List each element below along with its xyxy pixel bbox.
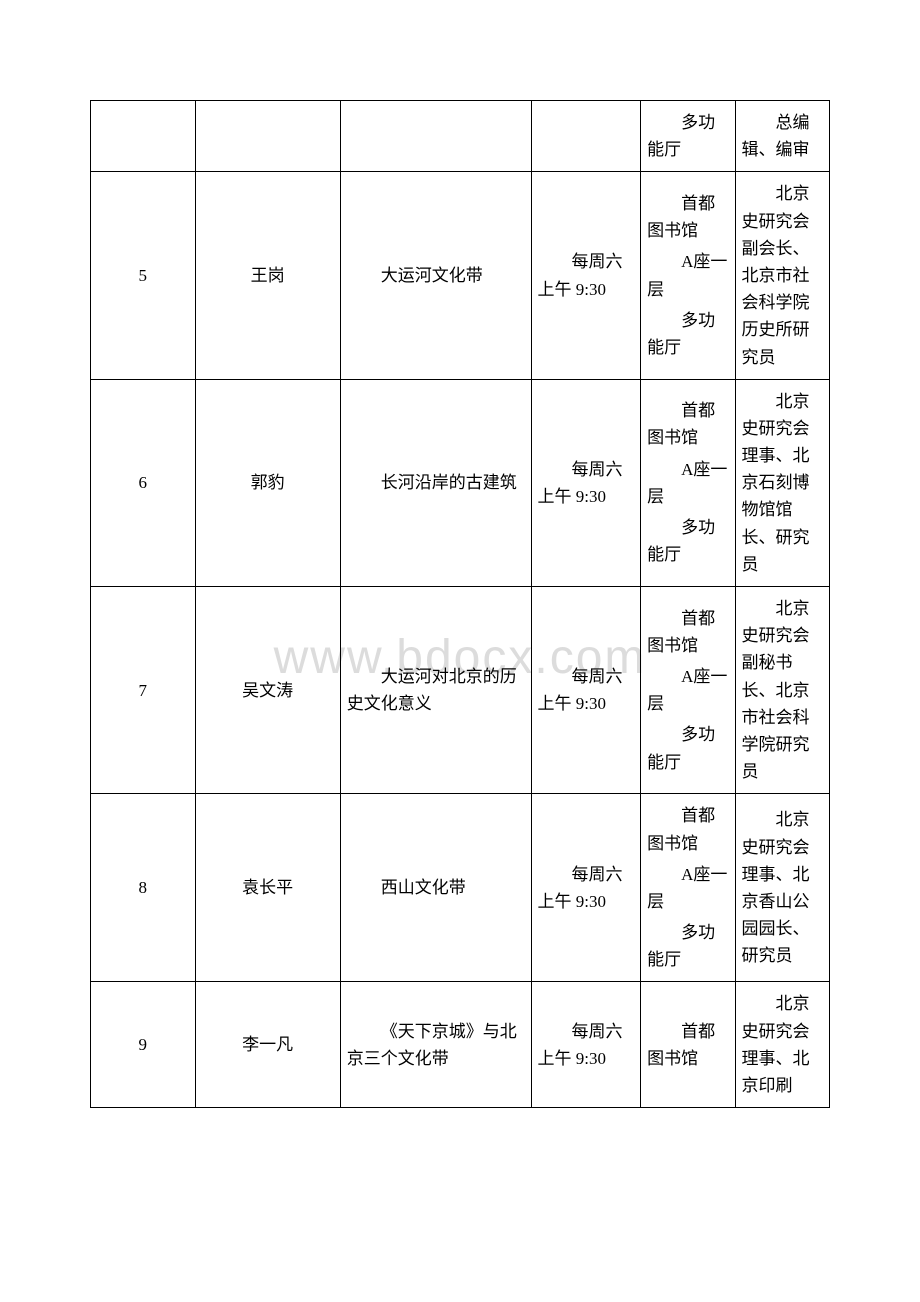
location-cell: 多功能厅 [641, 101, 735, 172]
time-cell: 每周六上午 9:30 [531, 587, 641, 794]
speaker-title-cell: 北京史研究会副秘书长、北京市社会科学院研究员 [735, 587, 829, 794]
topic-cell: 长河沿岸的古建筑 [340, 379, 531, 586]
row-number-cell: 8 [91, 794, 196, 982]
topic-cell: 《天下京城》与北京三个文化带 [340, 982, 531, 1108]
lecture-schedule-table: 多功能厅总编辑、编审5王岗大运河文化带每周六上午 9:30首都图书馆A座一层多功… [90, 100, 830, 1108]
speaker-name-cell: 王岗 [195, 172, 340, 379]
speaker-name-cell: 吴文涛 [195, 587, 340, 794]
speaker-name-cell [195, 101, 340, 172]
table-row: 多功能厅总编辑、编审 [91, 101, 830, 172]
speaker-name-cell: 李一凡 [195, 982, 340, 1108]
row-number-cell [91, 101, 196, 172]
speaker-title-cell: 总编辑、编审 [735, 101, 829, 172]
time-cell: 每周六上午 9:30 [531, 172, 641, 379]
row-number-cell: 5 [91, 172, 196, 379]
time-cell: 每周六上午 9:30 [531, 982, 641, 1108]
speaker-title-cell: 北京史研究会理事、北京香山公园园长、研究员 [735, 794, 829, 982]
location-cell: 首都图书馆A座一层多功能厅 [641, 587, 735, 794]
topic-cell [340, 101, 531, 172]
row-number-cell: 7 [91, 587, 196, 794]
speaker-title-cell: 北京史研究会理事、北京石刻博物馆馆长、研究员 [735, 379, 829, 586]
table-row: 7吴文涛大运河对北京的历史文化意义每周六上午 9:30首都图书馆A座一层多功能厅… [91, 587, 830, 794]
location-cell: 首都图书馆 [641, 982, 735, 1108]
table-row: 9李一凡《天下京城》与北京三个文化带每周六上午 9:30首都图书馆北京史研究会理… [91, 982, 830, 1108]
time-cell: 每周六上午 9:30 [531, 379, 641, 586]
time-cell [531, 101, 641, 172]
speaker-title-cell: 北京史研究会理事、北京印刷 [735, 982, 829, 1108]
location-cell: 首都图书馆A座一层多功能厅 [641, 794, 735, 982]
speaker-title-cell: 北京史研究会副会长、北京市社会科学院历史所研究员 [735, 172, 829, 379]
table-row: 5王岗大运河文化带每周六上午 9:30首都图书馆A座一层多功能厅北京史研究会副会… [91, 172, 830, 379]
topic-cell: 大运河文化带 [340, 172, 531, 379]
time-cell: 每周六上午 9:30 [531, 794, 641, 982]
document-page: 多功能厅总编辑、编审5王岗大运河文化带每周六上午 9:30首都图书馆A座一层多功… [0, 0, 920, 1198]
topic-cell: 大运河对北京的历史文化意义 [340, 587, 531, 794]
location-cell: 首都图书馆A座一层多功能厅 [641, 379, 735, 586]
speaker-name-cell: 袁长平 [195, 794, 340, 982]
table-row: 8袁长平西山文化带每周六上午 9:30首都图书馆A座一层多功能厅北京史研究会理事… [91, 794, 830, 982]
location-cell: 首都图书馆A座一层多功能厅 [641, 172, 735, 379]
table-row: 6郭豹长河沿岸的古建筑每周六上午 9:30首都图书馆A座一层多功能厅北京史研究会… [91, 379, 830, 586]
row-number-cell: 6 [91, 379, 196, 586]
topic-cell: 西山文化带 [340, 794, 531, 982]
row-number-cell: 9 [91, 982, 196, 1108]
speaker-name-cell: 郭豹 [195, 379, 340, 586]
